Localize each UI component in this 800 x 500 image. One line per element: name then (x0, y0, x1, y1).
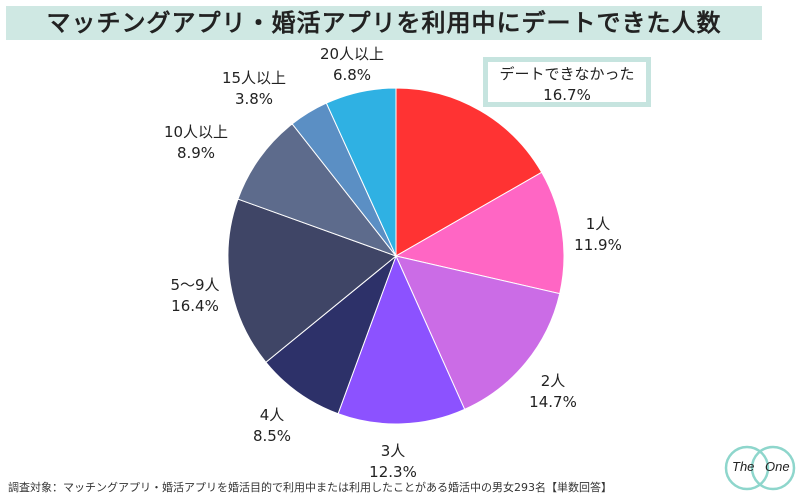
logo-rings-icon (724, 445, 796, 491)
slice-label-7: 15人以上 3.8% (222, 68, 286, 110)
pie-slice-1 (394, 171, 565, 295)
footnote: 調査対象：マッチングアプリ・婚活アプリを婚活目的で利用中または利用したことがある… (8, 481, 612, 494)
slice-label-name: デートできなかった (499, 65, 635, 83)
slice-label-value: 16.7% (543, 86, 591, 104)
pie-slice-3 (337, 254, 466, 425)
pie-slice-6 (237, 123, 398, 258)
title-band (6, 6, 762, 40)
slice-label-value: 8.5% (252, 427, 292, 445)
callout-box: デートできなかった 16.7% (483, 57, 651, 107)
slice-label-3: 3人 12.3% (369, 441, 417, 483)
the-one-logo: The One (722, 440, 798, 496)
slice-label-5: 5〜9人 16.4% (170, 275, 219, 317)
slice-label-8: 20人以上 6.8% (320, 44, 384, 86)
slice-label-name: 2人 (540, 372, 566, 390)
slice-label-name: 5〜9人 (170, 276, 220, 294)
slice-label-name: 10人以上 (163, 123, 229, 141)
slice-label-value: 6.8% (332, 66, 372, 84)
slice-label-name: 1人 (585, 215, 611, 233)
slice-label-value: 8.9% (176, 144, 216, 162)
slice-label-name: 4人 (259, 406, 285, 424)
slice-label-value: 11.9% (574, 236, 622, 254)
slice-label-6: 10人以上 8.9% (164, 122, 228, 164)
pie-slice-2 (395, 255, 561, 410)
slice-label-value: 12.3% (369, 463, 417, 481)
logo-text-the: The (732, 459, 755, 474)
slice-label-value: 16.4% (171, 297, 219, 315)
slice-label-value: 14.7% (529, 393, 577, 411)
chart-title: マッチングアプリ・婚活アプリを利用中にデートできた人数 (46, 9, 722, 37)
slice-label-no-date: デートできなかった 16.7% (499, 64, 634, 106)
slice-label-value: 3.8% (234, 90, 274, 108)
pie-slice-4 (265, 254, 398, 415)
slice-label-4: 4人 8.5% (253, 405, 291, 447)
slice-label-2: 2人 14.7% (529, 371, 577, 413)
pie-slice-8 (325, 87, 397, 257)
pie-slice-0 (395, 87, 543, 257)
slice-label-name: 3人 (380, 442, 406, 460)
slice-label-1: 1人 11.9% (574, 214, 622, 256)
pie-slice-5 (227, 198, 398, 363)
logo-text-one: One (765, 459, 790, 474)
slice-label-name: 20人以上 (319, 45, 385, 63)
slice-label-name: 15人以上 (221, 69, 287, 87)
